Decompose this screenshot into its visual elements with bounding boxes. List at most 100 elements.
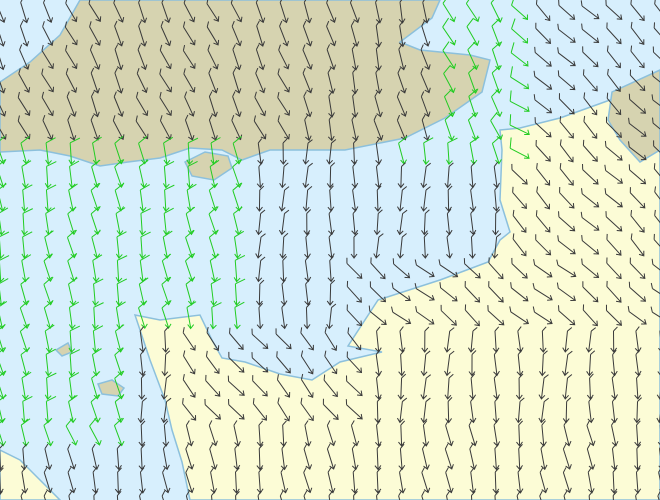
wind-barb-icon	[41, 44, 54, 70]
wind-barb-shape	[233, 230, 245, 259]
wind-barb-icon	[21, 467, 29, 494]
wind-barb-icon	[302, 139, 313, 165]
wind-barb-icon	[368, 305, 387, 325]
wind-barb-icon	[162, 184, 175, 212]
wind-barb-icon	[279, 162, 289, 189]
wind-barb-icon	[327, 67, 336, 94]
wind-barb-shape	[581, 23, 600, 43]
wind-barb-shape	[535, 210, 551, 233]
wind-barb-icon	[252, 375, 268, 397]
wind-barb-icon	[327, 208, 335, 236]
wind-barb-icon	[657, 420, 660, 447]
wind-barb-shape	[20, 0, 29, 24]
wind-barb-icon	[630, 210, 645, 233]
wind-barb-icon	[392, 258, 411, 279]
wind-barb-icon	[444, 327, 455, 353]
wind-barb-shape	[326, 420, 336, 447]
wind-barb-icon	[89, 417, 102, 446]
wind-barb-icon	[304, 279, 312, 306]
wind-barb-icon	[491, 41, 502, 71]
wind-barb-icon	[139, 208, 151, 236]
wind-barb-icon	[205, 374, 221, 397]
wind-barb-shape	[392, 258, 411, 279]
wind-barb-icon	[326, 420, 336, 447]
wind-barb-icon	[92, 254, 103, 283]
wind-barb-shape	[183, 350, 196, 375]
wind-barb-shape	[161, 0, 171, 24]
wind-barb-icon	[444, 443, 454, 470]
wind-barb-icon	[135, 115, 149, 140]
wind-barb-icon	[397, 67, 407, 94]
wind-barb-icon	[185, 229, 196, 259]
wind-barb-shape	[233, 278, 246, 306]
channel-island-jersey	[96, 379, 126, 397]
wind-barb-shape	[538, 397, 549, 424]
wind-barb-shape	[182, 327, 196, 351]
wind-barb-shape	[65, 417, 79, 446]
wind-barb-icon	[114, 347, 125, 376]
wind-barb-icon	[628, 281, 647, 302]
wind-barb-shape	[606, 233, 622, 256]
wind-barb-icon	[68, 349, 81, 377]
wind-barb-icon	[397, 373, 407, 400]
wind-barb-icon	[138, 20, 148, 47]
wind-barb-icon	[161, 490, 171, 500]
wind-barb-icon	[422, 137, 434, 165]
wind-barb-shape	[509, 306, 530, 325]
wind-barb-shape	[255, 209, 266, 236]
wind-barb-icon	[585, 327, 597, 353]
wind-barb-icon	[135, 91, 149, 117]
wind-barb-icon	[21, 371, 32, 400]
wind-barb-shape	[20, 490, 29, 500]
wind-barb-icon	[493, 349, 500, 377]
wind-barb-shape	[492, 443, 500, 471]
wind-barb-shape	[516, 349, 524, 377]
wind-barb-shape	[324, 350, 338, 375]
wind-barb-icon	[420, 186, 431, 212]
wind-barb-shape	[326, 44, 337, 71]
wind-barb-icon	[606, 116, 622, 138]
wind-barb-icon	[68, 137, 81, 165]
wind-barb-icon	[444, 350, 455, 377]
wind-barb-icon	[113, 417, 125, 447]
wind-barb-icon	[182, 374, 196, 398]
wind-barb-shape	[139, 490, 147, 500]
wind-barb-shape	[0, 231, 10, 259]
wind-barb-icon	[346, 351, 363, 374]
wind-barb-icon	[582, 163, 599, 185]
wind-barb-shape	[397, 67, 407, 94]
wind-barb-shape	[651, 258, 660, 278]
wind-barb-icon	[587, 396, 595, 424]
wind-barb-icon	[233, 230, 245, 259]
wind-barb-icon	[516, 467, 524, 494]
wind-barb-icon	[397, 233, 407, 259]
wind-barb-icon	[277, 115, 290, 140]
wind-barb-icon	[562, 443, 572, 470]
wind-barb-icon	[398, 20, 406, 48]
wind-barb-icon	[349, 0, 360, 24]
wind-barb-icon	[515, 397, 525, 424]
wind-barb-shape	[492, 209, 501, 236]
wind-barb-icon	[604, 188, 623, 208]
wind-barb-shape	[209, 490, 217, 500]
wind-barb-shape	[491, 41, 502, 71]
wind-barb-icon	[326, 20, 337, 47]
wind-barb-shape	[586, 443, 596, 470]
wind-barb-shape	[45, 348, 56, 377]
wind-barb-icon	[559, 116, 574, 139]
wind-barb-icon	[444, 112, 455, 141]
wind-barb-shape	[346, 280, 362, 303]
wind-barb-shape	[326, 162, 336, 189]
wind-barb-icon	[563, 490, 572, 500]
wind-barb-icon	[114, 20, 124, 47]
wind-barb-icon	[279, 0, 289, 24]
wind-barb-icon	[509, 137, 530, 159]
wind-barb-icon	[581, 258, 600, 278]
wind-barb-icon	[91, 490, 99, 500]
wind-barb-icon	[605, 0, 623, 20]
wind-barb-shape	[277, 397, 290, 422]
wind-barb-icon	[586, 420, 596, 447]
wind-barb-icon	[562, 350, 573, 377]
wind-barb-shape	[397, 233, 407, 259]
